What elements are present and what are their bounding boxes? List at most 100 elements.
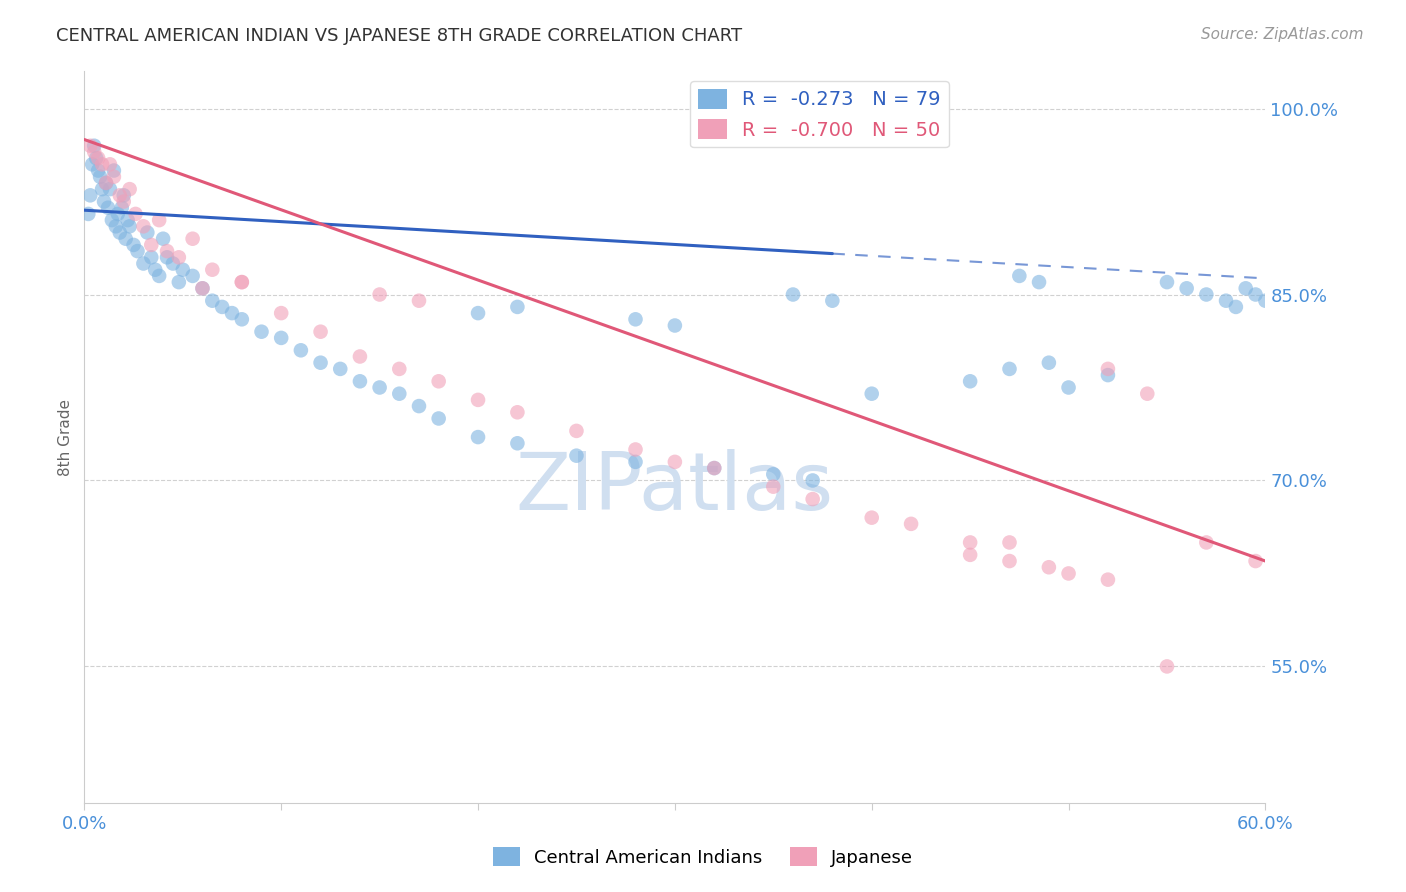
Point <box>108 188 131 202</box>
Point <box>103 163 125 178</box>
Y-axis label: 8th Grade: 8th Grade <box>58 399 73 475</box>
Point <box>97 201 120 215</box>
Point <box>124 207 146 221</box>
Point <box>141 250 163 264</box>
Point <box>762 480 785 494</box>
Point <box>112 194 135 209</box>
Point <box>860 386 883 401</box>
Point <box>624 312 647 326</box>
Point <box>664 455 686 469</box>
Point <box>801 474 824 488</box>
Point <box>172 262 194 277</box>
Point <box>959 535 981 549</box>
Point <box>201 293 224 308</box>
Point <box>98 157 121 171</box>
Point <box>117 213 139 227</box>
Point <box>79 188 101 202</box>
Point <box>221 306 243 320</box>
Point <box>108 226 131 240</box>
Point <box>1195 287 1218 301</box>
Point <box>1195 535 1218 549</box>
Point <box>959 548 981 562</box>
Point <box>1008 268 1031 283</box>
Point <box>1175 281 1198 295</box>
Point <box>664 318 686 333</box>
Point <box>270 306 292 320</box>
Point <box>998 362 1021 376</box>
Point <box>167 250 190 264</box>
Point <box>191 281 214 295</box>
Point <box>1038 356 1060 370</box>
Point <box>132 256 155 270</box>
Text: ZIPatlas: ZIPatlas <box>516 450 834 527</box>
Point <box>167 275 190 289</box>
Point <box>1225 300 1247 314</box>
Point <box>152 232 174 246</box>
Point <box>79 138 101 153</box>
Point <box>762 467 785 482</box>
Point <box>1057 380 1080 394</box>
Point <box>94 176 117 190</box>
Point <box>624 442 647 457</box>
Point <box>388 386 411 401</box>
Point <box>143 262 166 277</box>
Point <box>101 213 124 227</box>
Text: Source: ZipAtlas.com: Source: ZipAtlas.com <box>1201 27 1364 42</box>
Point <box>148 213 170 227</box>
Point <box>1254 293 1277 308</box>
Point <box>270 331 292 345</box>
Point <box>91 157 114 171</box>
Point <box>782 287 804 301</box>
Point <box>231 275 253 289</box>
Point <box>565 424 588 438</box>
Point <box>309 325 332 339</box>
Point <box>118 182 141 196</box>
Point <box>148 268 170 283</box>
Point <box>132 219 155 234</box>
Point <box>181 232 204 246</box>
Legend: Central American Indians, Japanese: Central American Indians, Japanese <box>485 840 921 874</box>
Point <box>368 380 391 394</box>
Point <box>349 350 371 364</box>
Point <box>408 293 430 308</box>
Point <box>231 312 253 326</box>
Point <box>998 554 1021 568</box>
Point <box>1156 659 1178 673</box>
Point <box>98 182 121 196</box>
Point <box>211 300 233 314</box>
Point <box>506 405 529 419</box>
Point <box>290 343 312 358</box>
Point <box>191 281 214 295</box>
Point <box>408 399 430 413</box>
Point <box>565 449 588 463</box>
Point <box>349 374 371 388</box>
Point <box>703 461 725 475</box>
Point <box>1097 368 1119 383</box>
Point <box>201 262 224 277</box>
Point <box>821 293 844 308</box>
Text: CENTRAL AMERICAN INDIAN VS JAPANESE 8TH GRADE CORRELATION CHART: CENTRAL AMERICAN INDIAN VS JAPANESE 8TH … <box>56 27 742 45</box>
Point <box>89 169 111 184</box>
Point <box>114 232 136 246</box>
Point <box>112 188 135 202</box>
Point <box>309 356 332 370</box>
Point <box>107 207 129 221</box>
Point <box>94 176 117 190</box>
Point <box>156 244 179 259</box>
Point <box>959 374 981 388</box>
Point <box>467 306 489 320</box>
Point <box>506 436 529 450</box>
Point <box>91 182 114 196</box>
Point <box>624 455 647 469</box>
Point <box>127 244 149 259</box>
Point <box>141 238 163 252</box>
Point <box>506 300 529 314</box>
Point <box>801 491 824 506</box>
Point <box>231 275 253 289</box>
Point <box>1244 287 1267 301</box>
Point <box>467 430 489 444</box>
Point <box>427 411 450 425</box>
Point <box>329 362 352 376</box>
Point <box>1136 386 1159 401</box>
Point <box>1038 560 1060 574</box>
